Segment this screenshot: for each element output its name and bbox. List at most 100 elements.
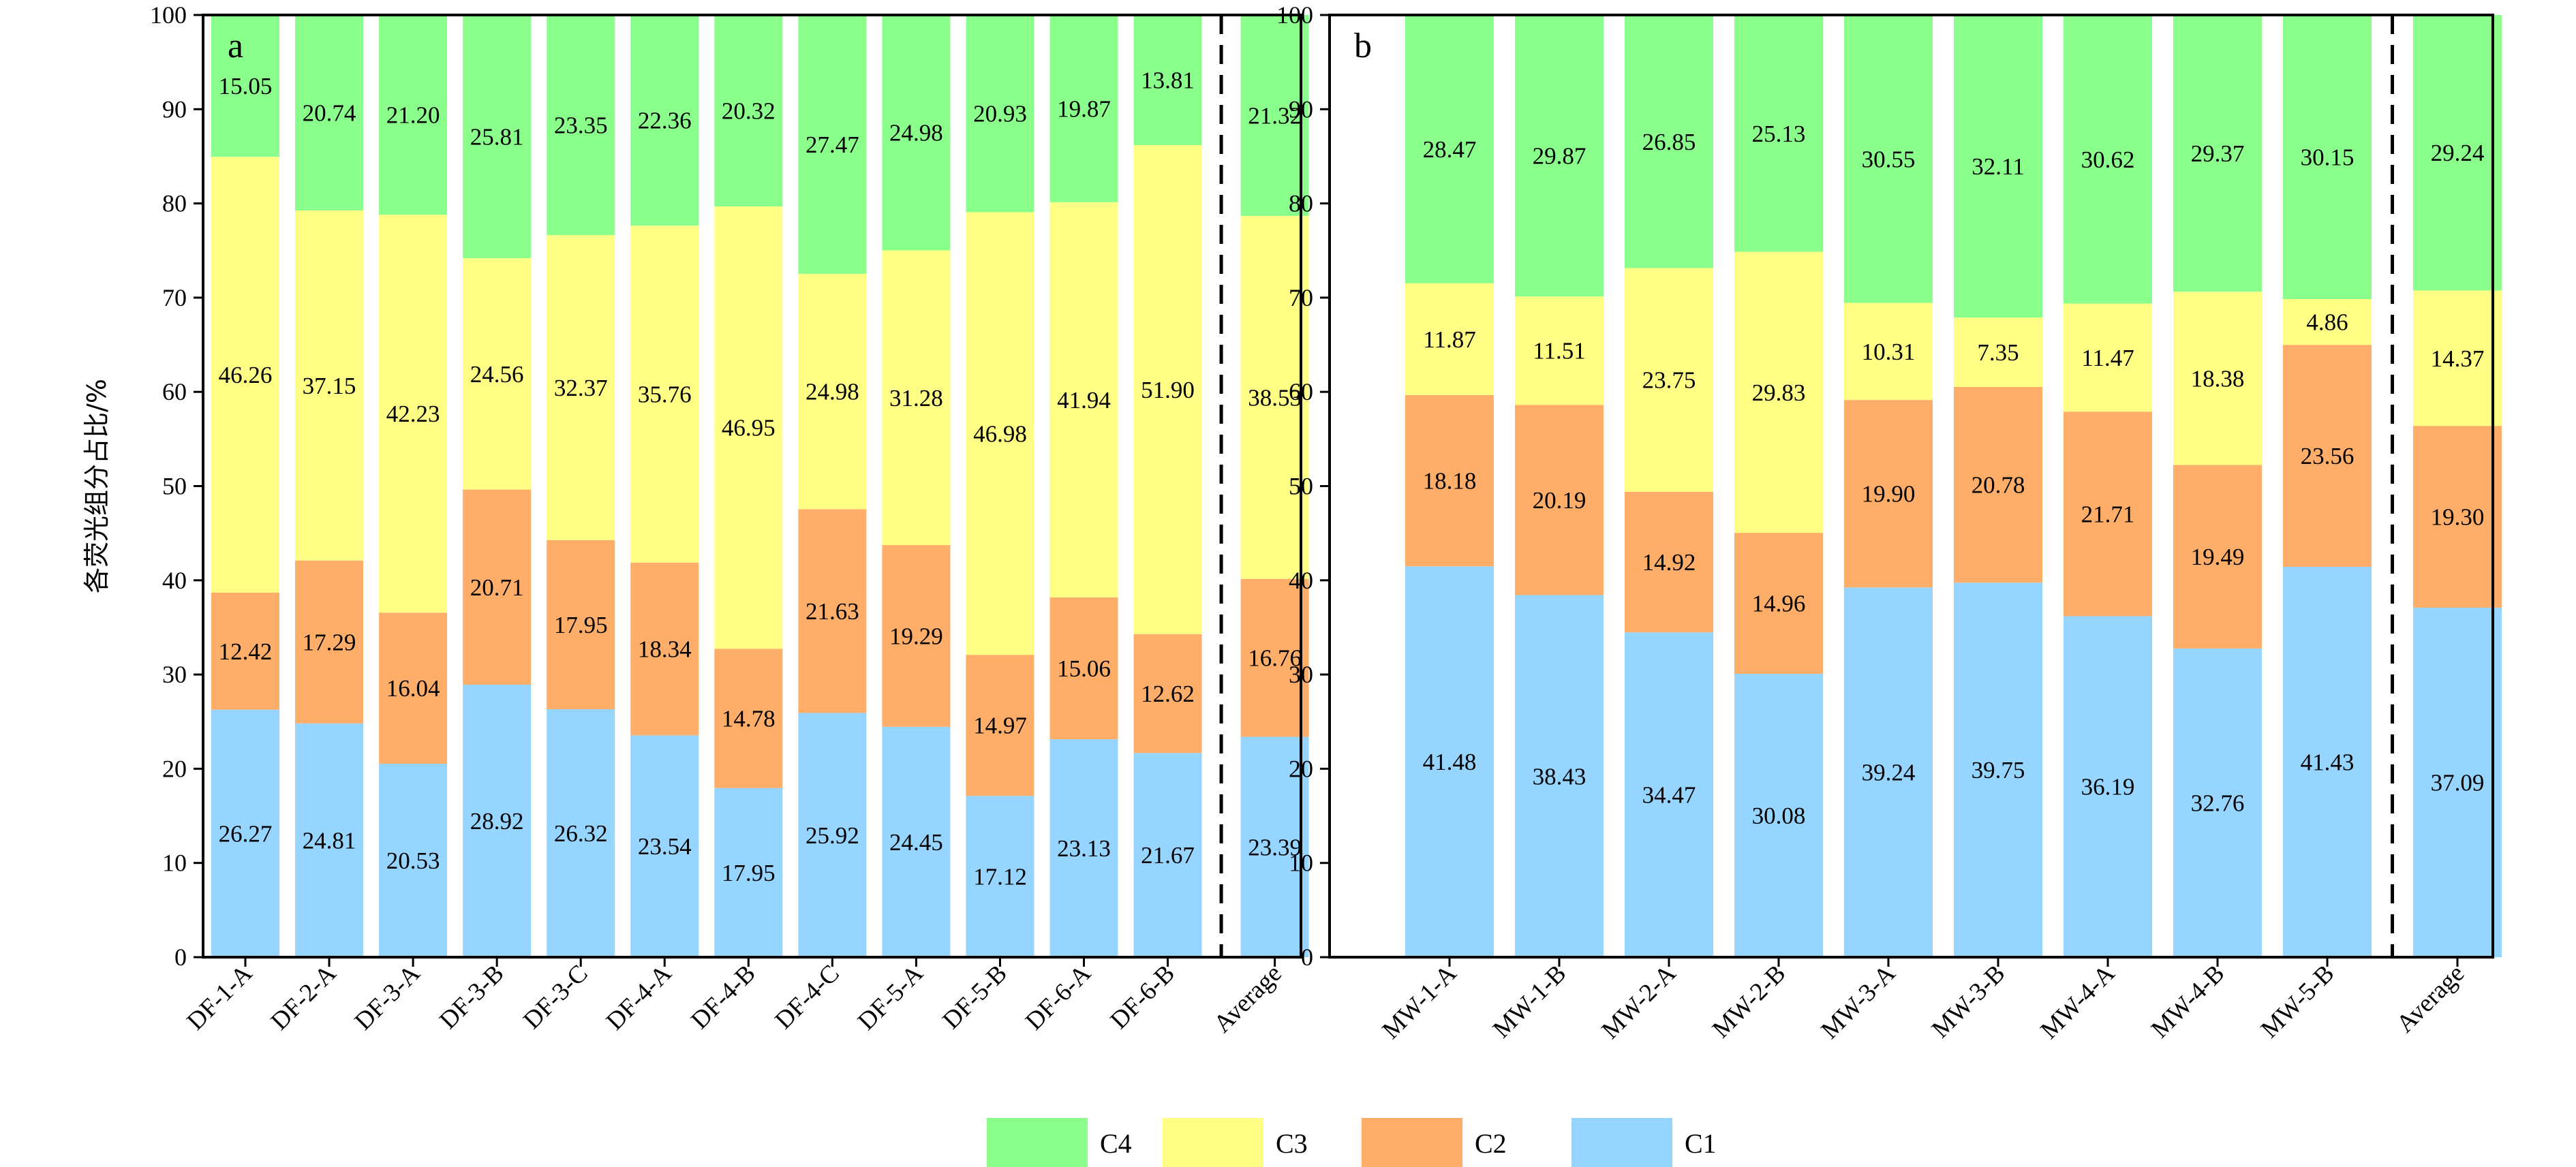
x-tick-label: DF-1-A: [182, 959, 258, 1036]
bar-segment-c3: [714, 206, 783, 649]
bar-segment-c1: [798, 713, 867, 957]
bar-segment-c4: [211, 15, 279, 157]
data-label: 46.95: [722, 415, 776, 441]
bar-segment-c3: [630, 225, 699, 563]
bar-segment-c2: [1844, 400, 1933, 588]
bar-segment-c3: [1515, 296, 1604, 405]
data-label: 37.09: [2431, 770, 2485, 796]
x-tick-label: DF-5-A: [853, 959, 929, 1036]
bar-segment-c2: [630, 562, 699, 736]
data-label: 35.76: [638, 382, 692, 408]
y-tick-label: 80: [162, 190, 187, 217]
bar-segment-c1: [295, 723, 364, 957]
bar-segment-c4: [1133, 15, 1202, 145]
x-tick-label: Average: [1208, 959, 1287, 1038]
data-label: 27.47: [806, 131, 859, 158]
data-label: 38.43: [1533, 763, 1586, 790]
bar-segment-c1: [1240, 736, 1309, 957]
legend-swatch-c1: [1571, 1118, 1672, 1167]
bar-segment-c2: [2064, 411, 2152, 617]
legend-label: C3: [1276, 1128, 1308, 1159]
data-label: 29.87: [1533, 143, 1586, 170]
data-label: 16.04: [386, 675, 440, 702]
bar-segment-c4: [1844, 15, 1933, 303]
data-label: 14.92: [1642, 549, 1696, 576]
data-label: 41.94: [1057, 387, 1111, 414]
bar-segment-c1: [630, 735, 699, 957]
legend-swatch-c3: [1163, 1118, 1263, 1167]
x-tick-label: MW-3-B: [1927, 959, 2010, 1043]
data-label: 23.35: [554, 112, 608, 139]
y-tick-label: 70: [1289, 284, 1313, 311]
data-label: 21.63: [806, 598, 859, 625]
data-label: 23.75: [1642, 367, 1696, 394]
bar-segment-c3: [1954, 317, 2042, 387]
bar-segment-c1: [1405, 566, 1494, 957]
bar-segment-c3: [2283, 298, 2372, 345]
y-tick-label: 0: [174, 944, 187, 971]
bar-segment-c4: [379, 15, 448, 215]
data-label: 41.43: [2301, 749, 2355, 776]
x-tick-label: DF-4-B: [686, 959, 761, 1034]
data-label: 24.56: [470, 361, 524, 388]
bar-segment-c1: [1049, 739, 1118, 957]
data-label: 20.19: [1533, 487, 1586, 514]
data-label: 22.36: [638, 108, 692, 134]
bar-segment-c3: [547, 235, 615, 540]
bar-segment-c4: [630, 15, 699, 226]
x-tick-label: MW-1-A: [1377, 959, 1462, 1044]
data-label: 20.53: [386, 847, 440, 874]
data-label: 23.54: [638, 833, 692, 860]
data-label: 14.78: [722, 706, 776, 732]
y-tick-label: 90: [162, 95, 187, 123]
y-tick-label: 30: [162, 661, 187, 688]
bar-segment-c2: [547, 540, 615, 709]
data-label: 23.56: [2301, 443, 2355, 469]
data-label: 19.87: [1057, 95, 1111, 122]
x-tick-label: MW-3-A: [1815, 959, 1901, 1044]
data-label: 51.90: [1141, 377, 1195, 403]
data-label: 20.71: [470, 574, 524, 601]
y-tick-label: 20: [162, 755, 187, 782]
data-label: 26.27: [219, 820, 273, 847]
y-tick-label: 50: [1289, 473, 1313, 500]
y-tick-label: 10: [162, 850, 187, 877]
bar-segment-c2: [1954, 386, 2042, 583]
bar-segment-c1: [1844, 587, 1933, 957]
data-label: 19.29: [889, 623, 943, 649]
y-tick-label: 10: [1289, 850, 1313, 877]
bar-segment-c1: [882, 726, 951, 957]
y-tick-label: 80: [1289, 190, 1313, 217]
data-label: 21.67: [1141, 842, 1195, 869]
bar-segment-c4: [1049, 15, 1118, 202]
legend-label: C2: [1475, 1128, 1507, 1159]
data-label: 23.13: [1057, 835, 1111, 862]
bar-segment-c3: [1133, 144, 1202, 634]
data-label: 20.74: [303, 100, 356, 127]
data-label: 10.31: [1862, 339, 1916, 365]
bar-segment-c1: [2413, 608, 2502, 957]
data-label: 15.05: [219, 73, 273, 99]
bar-segment-c3: [463, 258, 532, 490]
data-label: 12.42: [219, 638, 273, 665]
y-tick-label: 40: [162, 567, 187, 594]
bar-segment-c2: [1515, 405, 1604, 595]
data-label: 28.92: [470, 808, 524, 835]
data-label: 38.53: [1248, 384, 1302, 411]
bar-segment-c4: [1734, 15, 1823, 252]
data-label: 24.81: [303, 827, 356, 854]
bar-segment-c4: [547, 15, 615, 236]
data-label: 21.20: [386, 102, 440, 129]
bar-segment-c3: [1049, 202, 1118, 597]
bar-segment-c4: [1515, 15, 1604, 297]
x-tick-label: MW-5-B: [2256, 959, 2340, 1043]
data-label: 25.13: [1752, 121, 1806, 147]
bar-segment-c2: [2173, 465, 2262, 649]
data-label: 14.96: [1752, 591, 1806, 617]
data-label: 41.48: [1423, 749, 1477, 775]
bar-segment-c4: [966, 15, 1034, 213]
data-label: 32.37: [554, 375, 608, 401]
y-tick-label: 40: [1289, 567, 1313, 594]
data-label: 20.32: [722, 98, 776, 125]
